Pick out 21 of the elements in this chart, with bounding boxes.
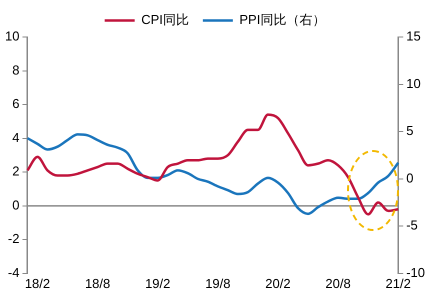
y-tick-label: 8 — [12, 62, 20, 78]
x-tick-label: 18/8 — [84, 276, 110, 291]
y-tick-label: 6 — [12, 96, 20, 112]
y-tick-label: 4 — [12, 130, 20, 145]
x-tick-label: 20/2 — [265, 276, 291, 291]
y-tick-label: -4 — [8, 264, 20, 280]
x-tick-label: 18/2 — [24, 276, 50, 291]
y2-tick-label: 0 — [406, 170, 414, 186]
y-tick-label: 2 — [12, 164, 20, 179]
y2-tick-label: 5 — [406, 123, 414, 138]
x-tick-label: 20/8 — [325, 276, 351, 291]
x-tick-label: 19/8 — [205, 276, 230, 291]
y-tick-label: -2 — [8, 231, 20, 246]
x-tick-label: 19/2 — [145, 276, 170, 291]
y2-tick-label: 15 — [406, 28, 421, 44]
y-tick-label: 10 — [4, 28, 20, 44]
legend-label: CPI同比 — [141, 12, 189, 28]
legend-label: PPI同比（右） — [239, 12, 326, 28]
y-tick-label: 0 — [12, 197, 20, 212]
y2-tick-label: 10 — [406, 76, 421, 91]
y2-tick-label: -5 — [406, 218, 418, 233]
